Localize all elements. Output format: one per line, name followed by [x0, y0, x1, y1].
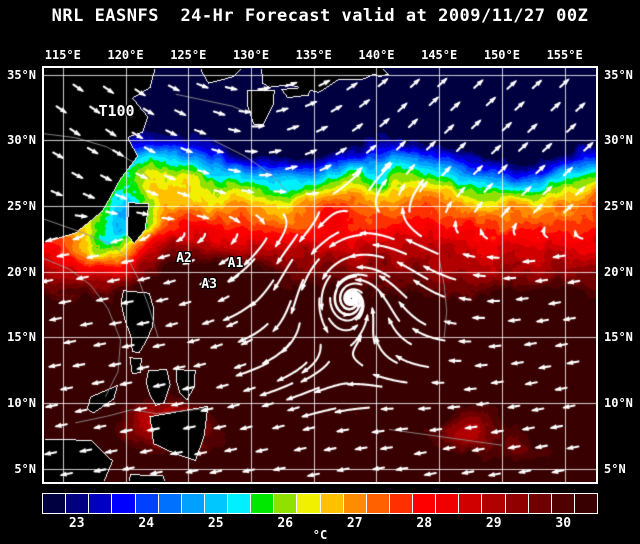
colorbar-tick-label: 23: [68, 516, 85, 531]
longitude-tick-label: 120°E: [107, 48, 144, 62]
latitude-tick-label-right: 5°N: [604, 461, 626, 476]
colorbar-units-label: °C: [312, 528, 328, 542]
latitude-tick-label-right: 35°N: [604, 67, 633, 82]
colorbar-swatch: [228, 494, 252, 513]
latitude-tick-label-left: 5°N: [14, 461, 36, 476]
longitude-tick-label: 150°E: [483, 48, 520, 62]
colorbar-swatch: [366, 494, 390, 513]
longitude-tick-label: 140°E: [358, 48, 395, 62]
colorbar-swatch: [482, 494, 506, 513]
colorbar-swatch: [343, 494, 367, 513]
latitude-tick-label-right: 20°N: [604, 264, 633, 279]
colorbar-swatch: [274, 494, 298, 513]
colorbar-swatch: [204, 494, 228, 513]
latitude-tick-label-right: 15°N: [604, 330, 633, 345]
longitude-tick-label: 130°E: [232, 48, 270, 62]
latitude-tick-label-left: 30°N: [7, 133, 36, 148]
colorbar-swatch: [505, 494, 529, 513]
colorbar-swatch: [320, 494, 344, 513]
colorbar-swatch: [528, 494, 552, 513]
colorbar-tick-label: 27: [346, 516, 363, 531]
colorbar-swatch: [551, 494, 575, 513]
longitude-tick-label: 145°E: [421, 48, 458, 62]
colorbar-tick-label: 29: [485, 516, 502, 531]
colorbar-swatch: [436, 494, 460, 513]
colorbar-swatch: [574, 494, 597, 513]
colorbar-swatch: [413, 494, 437, 513]
longitude-tick-label: 125°E: [170, 48, 207, 62]
colorbar-swatch: [66, 494, 90, 513]
latitude-tick-label-right: 10°N: [604, 396, 633, 411]
colorbar-tick-label: 28: [416, 516, 433, 531]
map-plot-area: T100 A2 A1 A3: [42, 66, 598, 484]
sst-colorbar: [42, 493, 598, 514]
latitude-tick-label-right: 25°N: [604, 199, 633, 213]
colorbar-tick-label: 25: [207, 516, 224, 531]
latitude-tick-label-left: 15°N: [7, 330, 36, 345]
sst-heatmap-canvas: [44, 68, 596, 482]
latitude-tick-label-left: 10°N: [7, 396, 36, 411]
longitude-tick-label: 135°E: [295, 48, 332, 62]
colorbar-tick-label: 24: [138, 516, 155, 531]
colorbar-tick-label: 30: [555, 516, 572, 531]
colorbar-swatch: [158, 494, 182, 513]
colorbar-swatch: [112, 494, 136, 513]
latitude-tick-label-right: 30°N: [604, 133, 633, 148]
colorbar-swatch: [251, 494, 275, 513]
colorbar-swatch: [43, 494, 67, 513]
colorbar-swatch: [89, 494, 113, 513]
latitude-tick-label-left: 35°N: [7, 67, 36, 82]
colorbar-swatch: [181, 494, 205, 513]
colorbar-swatch: [135, 494, 159, 513]
latitude-tick-label-left: 25°N: [7, 199, 36, 213]
longitude-tick-label: 115°E: [44, 48, 81, 62]
longitude-tick-label: 155°E: [546, 48, 583, 62]
colorbar-swatch: [389, 494, 413, 513]
colorbar-swatch: [297, 494, 321, 513]
latitude-tick-label-left: 20°N: [7, 264, 36, 279]
colorbar-swatch: [459, 494, 483, 513]
colorbar-tick-label: 26: [277, 516, 294, 531]
page-title: NRL EASNFS 24-Hr Forecast valid at 2009/…: [51, 6, 589, 26]
